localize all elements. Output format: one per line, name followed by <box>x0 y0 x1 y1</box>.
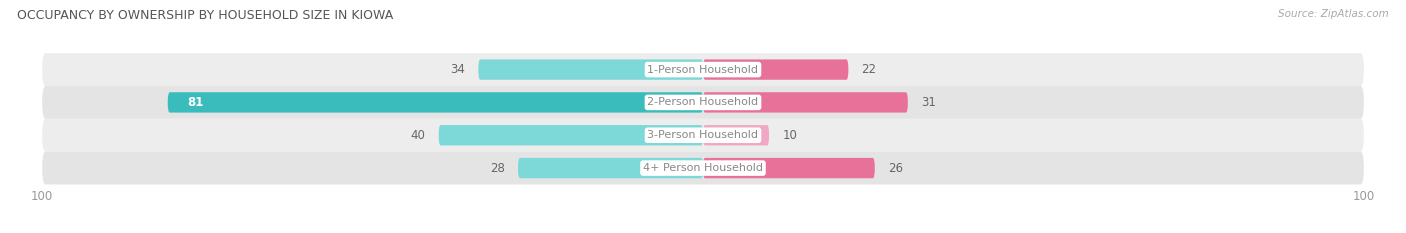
FancyBboxPatch shape <box>703 158 875 178</box>
FancyBboxPatch shape <box>42 86 1364 119</box>
Text: OCCUPANCY BY OWNERSHIP BY HOUSEHOLD SIZE IN KIOWA: OCCUPANCY BY OWNERSHIP BY HOUSEHOLD SIZE… <box>17 9 394 22</box>
FancyBboxPatch shape <box>42 53 1364 86</box>
Text: 4+ Person Household: 4+ Person Household <box>643 163 763 173</box>
Text: 2-Person Household: 2-Person Household <box>647 97 759 107</box>
FancyBboxPatch shape <box>42 152 1364 185</box>
FancyBboxPatch shape <box>703 59 848 80</box>
Text: 10: 10 <box>782 129 797 142</box>
FancyBboxPatch shape <box>439 125 703 145</box>
FancyBboxPatch shape <box>703 125 769 145</box>
Text: 100: 100 <box>31 190 53 203</box>
FancyBboxPatch shape <box>42 119 1364 152</box>
Text: 40: 40 <box>411 129 426 142</box>
Text: Source: ZipAtlas.com: Source: ZipAtlas.com <box>1278 9 1389 19</box>
FancyBboxPatch shape <box>478 59 703 80</box>
FancyBboxPatch shape <box>703 92 908 113</box>
Text: 3-Person Household: 3-Person Household <box>648 130 758 140</box>
FancyBboxPatch shape <box>167 92 703 113</box>
Text: 100: 100 <box>1353 190 1375 203</box>
FancyBboxPatch shape <box>517 158 703 178</box>
Text: 22: 22 <box>862 63 876 76</box>
Text: 81: 81 <box>187 96 204 109</box>
Text: 1-Person Household: 1-Person Household <box>648 65 758 75</box>
Text: 26: 26 <box>889 161 903 175</box>
Text: 28: 28 <box>489 161 505 175</box>
Text: 31: 31 <box>921 96 936 109</box>
Text: 34: 34 <box>450 63 465 76</box>
